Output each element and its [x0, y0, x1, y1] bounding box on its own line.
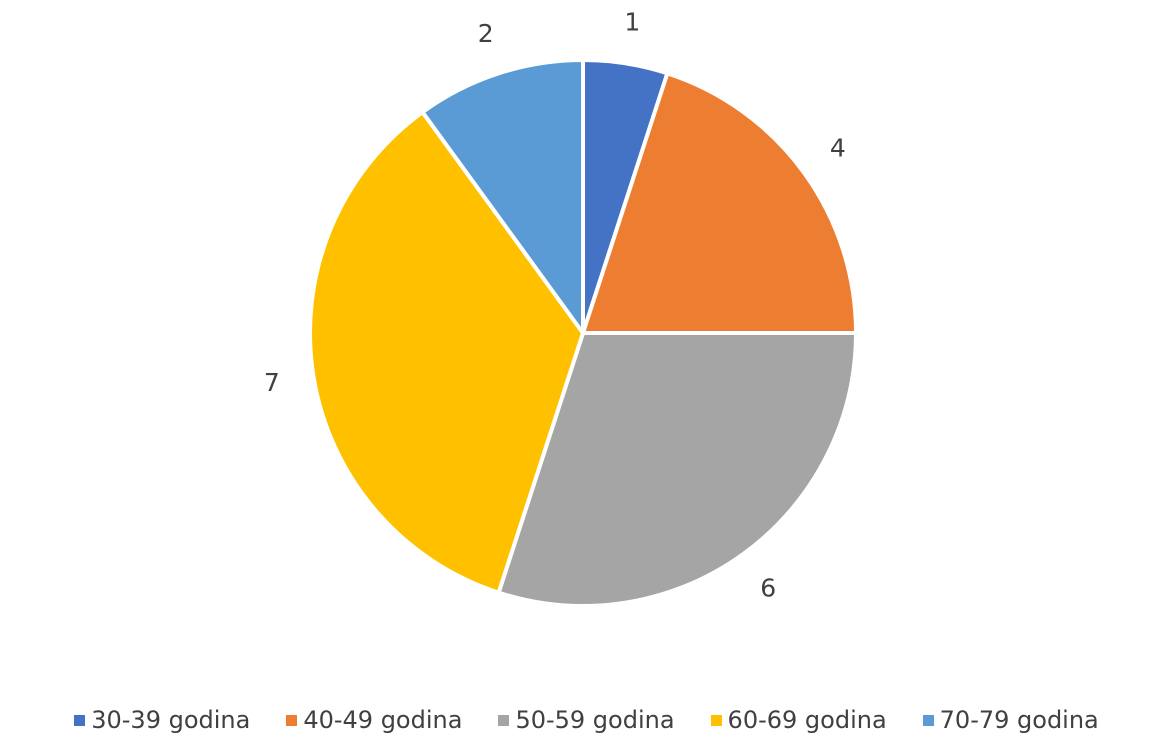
legend-swatch [74, 714, 86, 726]
legend-item-50-59: 50-59 godina [498, 700, 675, 740]
legend-item-70-79: 70-79 godina [922, 700, 1099, 740]
legend-label: 40-49 godina [303, 706, 463, 734]
data-label-70-79: 2 [478, 19, 494, 48]
legend-swatch [710, 714, 722, 726]
pie-slice-50-59 [496, 331, 858, 608]
legend-item-30-39: 30-39 godina [74, 700, 250, 740]
data-label-50-59: 6 [760, 573, 776, 602]
pie-slice-60-69 [308, 110, 585, 595]
pie-slice-40-49 [581, 71, 858, 335]
legend-item-60-69: 60-69 godina [710, 700, 887, 740]
data-label-60-69: 7 [264, 368, 280, 397]
pie-slice-70-79 [420, 58, 585, 335]
data-label-40-49: 4 [830, 133, 846, 162]
legend-label: 60-69 godina [727, 706, 887, 734]
legend-swatch [922, 714, 934, 726]
data-label-30-39: 1 [624, 7, 640, 36]
legend-label: 50-59 godina [515, 706, 675, 734]
legend-item-40-49: 40-49 godina [286, 700, 462, 740]
legend-label: 30-39 godina [91, 706, 251, 734]
legend-swatch [286, 714, 298, 726]
legend: 30-39 godina 40-49 godina 50-59 godina 60-6… [0, 700, 1173, 740]
pie-chart: 1 4 6 7 2 [264, 7, 858, 608]
legend-swatch [498, 714, 510, 726]
legend-label: 70-79 godina [939, 706, 1099, 734]
